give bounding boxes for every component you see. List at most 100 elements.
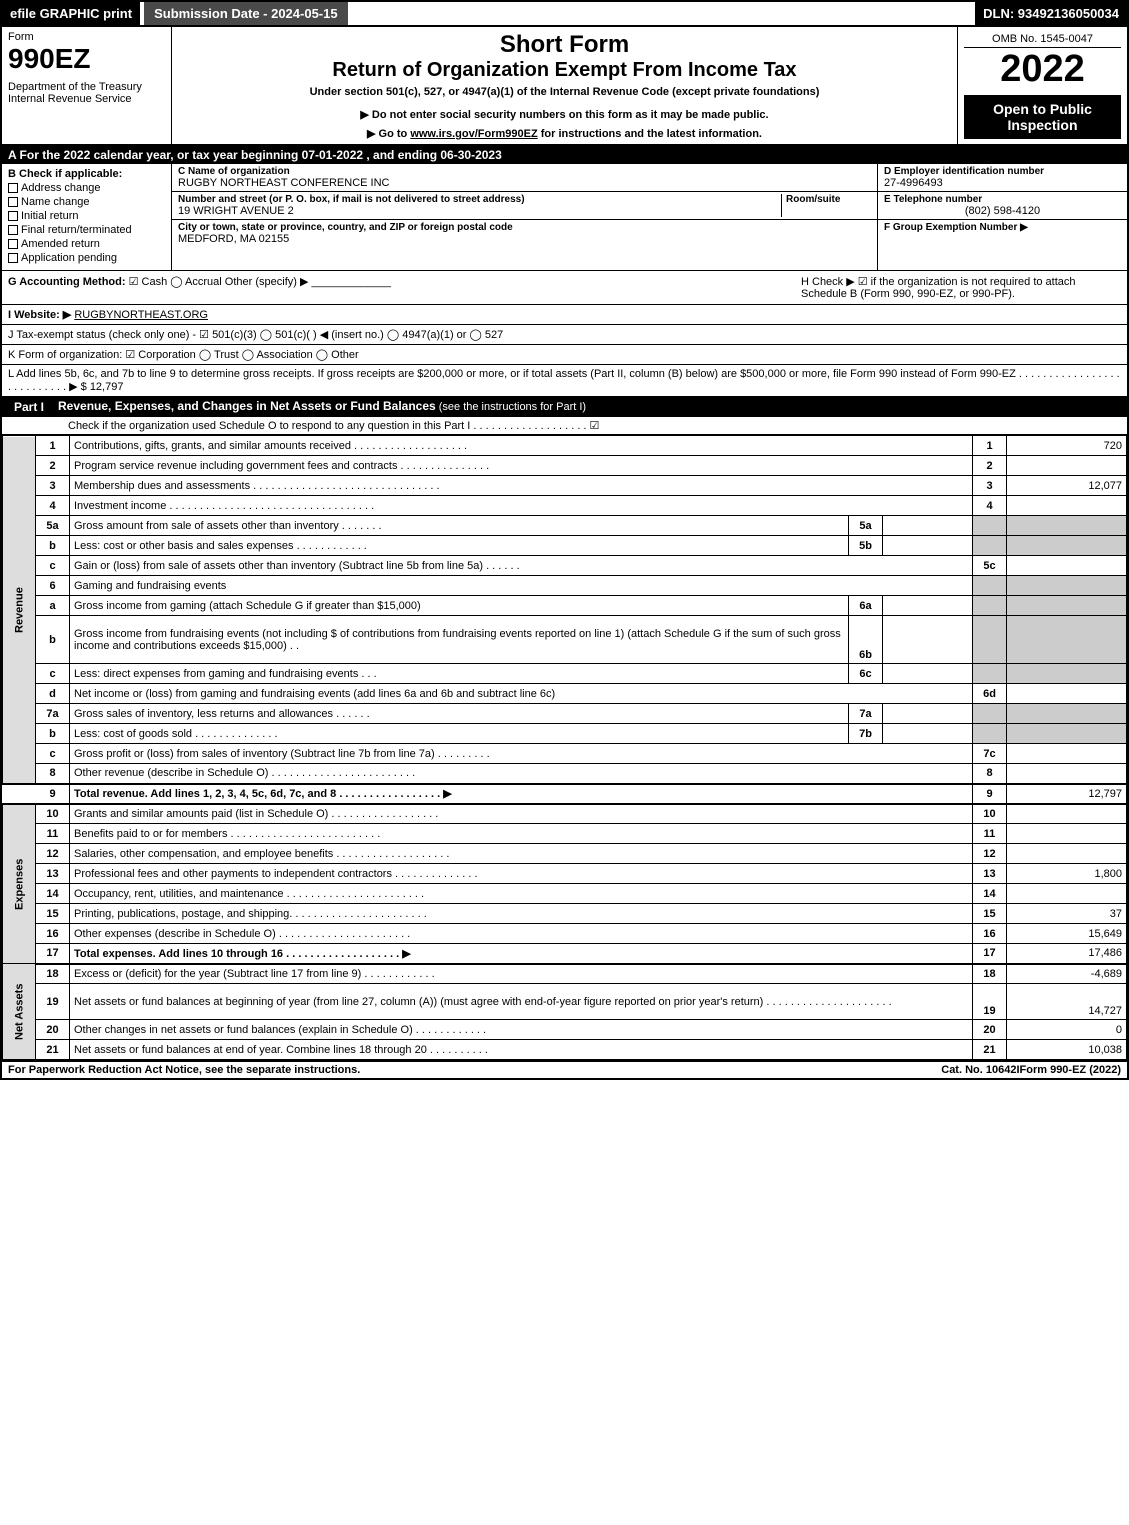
chk-final-return[interactable]: Final return/terminated — [8, 224, 165, 236]
efile-label: efile GRAPHIC print — [2, 2, 140, 25]
part1-header: Part I Revenue, Expenses, and Changes in… — [2, 397, 1127, 417]
instruction-1: ▶ Do not enter social security numbers o… — [178, 108, 951, 121]
chk-accrual[interactable]: ◯ Accrual — [170, 276, 221, 288]
chk-application-pending[interactable]: Application pending — [8, 252, 165, 264]
col-b: B Check if applicable: Address change Na… — [2, 164, 172, 270]
revenue-side-label: Revenue — [3, 436, 36, 784]
f-label: F Group Exemption Number ▶ — [884, 222, 1121, 233]
line-19: 19 Net assets or fund balances at beginn… — [3, 984, 1127, 1020]
form-label: Form — [8, 31, 165, 43]
line-2: 2 Program service revenue including gove… — [3, 456, 1127, 476]
line-8: 8 Other revenue (describe in Schedule O)… — [3, 764, 1127, 784]
c-name-row: C Name of organization RUGBY NORTHEAST C… — [172, 164, 877, 192]
line-6a: a Gross income from gaming (attach Sched… — [3, 596, 1127, 616]
line-7c: c Gross profit or (loss) from sales of i… — [3, 744, 1127, 764]
row-l: L Add lines 5b, 6c, and 7b to line 9 to … — [2, 365, 1127, 397]
c-street-row: Number and street (or P. O. box, if mail… — [172, 192, 877, 220]
col-def: D Employer identification number 27-4996… — [877, 164, 1127, 270]
c-name-label: C Name of organization — [178, 166, 871, 177]
tax-year: 2022 — [964, 48, 1121, 91]
row-j: J Tax-exempt status (check only one) - ☑… — [2, 325, 1127, 345]
h-check: H Check ▶ ☑ if the organization is not r… — [801, 275, 1121, 300]
return-title: Return of Organization Exempt From Incom… — [178, 59, 951, 82]
expenses-side-label: Expenses — [3, 804, 36, 964]
c-city-row: City or town, state or province, country… — [172, 220, 877, 247]
dln-label: DLN: 93492136050034 — [975, 2, 1127, 25]
top-bar: efile GRAPHIC print Submission Date - 20… — [2, 2, 1127, 27]
line-6b: b Gross income from fundraising events (… — [3, 616, 1127, 664]
org-street: 19 WRIGHT AVENUE 2 — [178, 205, 781, 217]
instr2-suffix: for instructions and the latest informat… — [538, 128, 762, 140]
header-row: Form 990EZ Department of the Treasury In… — [2, 27, 1127, 146]
header-right: OMB No. 1545-0047 2022 Open to Public In… — [957, 27, 1127, 144]
check-o-text: Check if the organization used Schedule … — [68, 419, 599, 432]
irs-link[interactable]: www.irs.gov/Form990EZ — [410, 128, 537, 140]
chk-address-change[interactable]: Address change — [8, 182, 165, 194]
header-center: Short Form Return of Organization Exempt… — [172, 27, 957, 144]
room-label: Room/suite — [786, 194, 871, 205]
line-16: 16 Other expenses (describe in Schedule … — [3, 924, 1127, 944]
row-gh: G Accounting Method: ☑ Cash ◯ Accrual Ot… — [2, 271, 1127, 305]
d-ein-row: D Employer identification number 27-4996… — [878, 164, 1127, 192]
short-form-title: Short Form — [178, 31, 951, 59]
col-c: C Name of organization RUGBY NORTHEAST C… — [172, 164, 877, 270]
footer-left: For Paperwork Reduction Act Notice, see … — [8, 1064, 821, 1076]
section-bcdef: B Check if applicable: Address change Na… — [2, 164, 1127, 271]
c-city-label: City or town, state or province, country… — [178, 222, 871, 233]
chk-cash[interactable]: ☑ Cash — [129, 276, 168, 288]
line-5c: c Gain or (loss) from sale of assets oth… — [3, 556, 1127, 576]
line-20: 20 Other changes in net assets or fund b… — [3, 1020, 1127, 1040]
under-section: Under section 501(c), 527, or 4947(a)(1)… — [178, 86, 951, 98]
form-number: 990EZ — [8, 43, 165, 75]
line-15: 15 Printing, publications, postage, and … — [3, 904, 1127, 924]
chk-amended-return[interactable]: Amended return — [8, 238, 165, 250]
line-21: 21 Net assets or fund balances at end of… — [3, 1040, 1127, 1060]
g-label: G Accounting Method: — [8, 276, 126, 288]
line-13: 13 Professional fees and other payments … — [3, 864, 1127, 884]
line-14: 14 Occupancy, rent, utilities, and maint… — [3, 884, 1127, 904]
line-12: 12 Salaries, other compensation, and emp… — [3, 844, 1127, 864]
line-5b: b Less: cost or other basis and sales ex… — [3, 536, 1127, 556]
omb-label: OMB No. 1545-0047 — [964, 31, 1121, 48]
line-11: 11 Benefits paid to or for members . . .… — [3, 824, 1127, 844]
b-label: B Check if applicable: — [8, 168, 165, 180]
line-7a: 7a Gross sales of inventory, less return… — [3, 704, 1127, 724]
line-3: 3 Membership dues and assessments . . . … — [3, 476, 1127, 496]
submission-date: Submission Date - 2024-05-15 — [144, 2, 348, 25]
row-i: I Website: ▶ RUGBYNORTHEAST.ORG — [2, 305, 1127, 325]
instruction-2: ▶ Go to www.irs.gov/Form990EZ for instru… — [178, 127, 951, 140]
chk-initial-return[interactable]: Initial return — [8, 210, 165, 222]
chk-name-change[interactable]: Name change — [8, 196, 165, 208]
part1-label: Part I — [8, 399, 50, 415]
check-o-row: Check if the organization used Schedule … — [2, 417, 1127, 435]
open-inspection-box: Open to Public Inspection — [964, 95, 1121, 139]
line-18: Net Assets 18 Excess or (deficit) for th… — [3, 964, 1127, 984]
line-6c: c Less: direct expenses from gaming and … — [3, 664, 1127, 684]
phone-value: (802) 598-4120 — [884, 205, 1121, 217]
line-1: Revenue 1 Contributions, gifts, grants, … — [3, 436, 1127, 456]
instr2-prefix: ▶ Go to — [367, 128, 410, 140]
e-phone-row: E Telephone number (802) 598-4120 — [878, 192, 1127, 220]
header-left: Form 990EZ Department of the Treasury In… — [2, 27, 172, 144]
dept-label: Department of the Treasury Internal Reve… — [8, 81, 165, 105]
f-group-row: F Group Exemption Number ▶ — [878, 220, 1127, 235]
d-label: D Employer identification number — [884, 166, 1121, 177]
line-7b: b Less: cost of goods sold . . . . . . .… — [3, 724, 1127, 744]
line-5a: 5a Gross amount from sale of assets othe… — [3, 516, 1127, 536]
footer-row: For Paperwork Reduction Act Notice, see … — [2, 1060, 1127, 1078]
org-name: RUGBY NORTHEAST CONFERENCE INC — [178, 177, 871, 189]
line-10: Expenses 10 Grants and similar amounts p… — [3, 804, 1127, 824]
ein-value: 27-4996493 — [884, 177, 1121, 189]
part1-table: Revenue 1 Contributions, gifts, grants, … — [2, 435, 1127, 1060]
line-6: 6 Gaming and fundraising events — [3, 576, 1127, 596]
line-6d: d Net income or (loss) from gaming and f… — [3, 684, 1127, 704]
i-label: I Website: ▶ — [8, 309, 71, 321]
row-k: K Form of organization: ☑ Corporation ◯ … — [2, 345, 1127, 365]
org-city: MEDFORD, MA 02155 — [178, 233, 871, 245]
footer-right: Form 990-EZ (2022) — [1020, 1064, 1121, 1076]
e-label: E Telephone number — [884, 194, 1121, 205]
row-a: A For the 2022 calendar year, or tax yea… — [2, 146, 1127, 164]
c-street-label: Number and street (or P. O. box, if mail… — [178, 194, 781, 205]
part1-title: Revenue, Expenses, and Changes in Net As… — [58, 399, 586, 415]
chk-other[interactable]: Other (specify) ▶ _____________ — [225, 276, 391, 288]
